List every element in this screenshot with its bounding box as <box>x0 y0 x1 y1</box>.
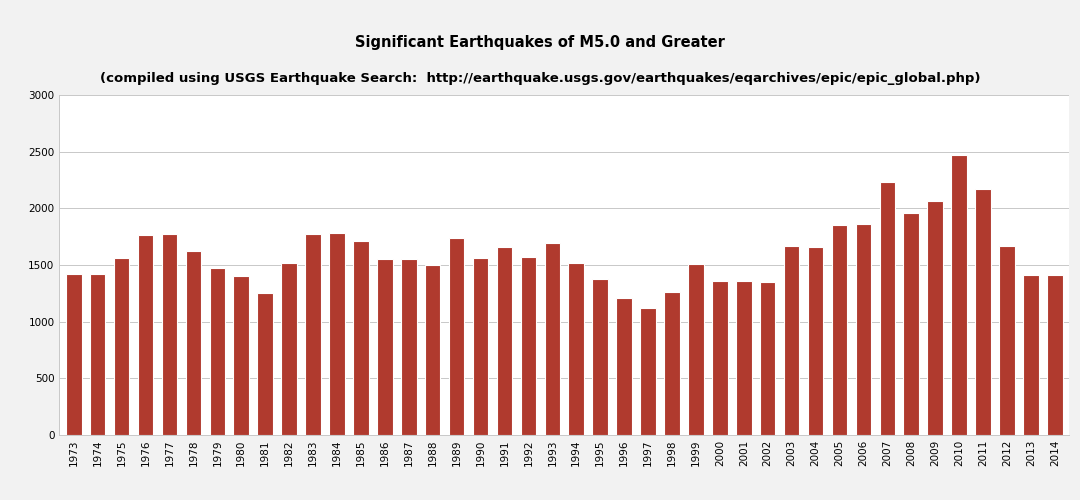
Bar <box>138 234 153 435</box>
Bar <box>162 234 177 435</box>
Bar <box>113 258 130 435</box>
Bar <box>210 268 225 435</box>
Bar <box>186 252 201 435</box>
Bar <box>617 298 632 435</box>
Bar <box>904 213 919 435</box>
Bar <box>521 257 536 435</box>
Bar <box>1048 275 1063 435</box>
Bar <box>1023 274 1039 435</box>
Bar <box>832 226 847 435</box>
Bar <box>760 282 775 435</box>
Bar <box>688 264 704 435</box>
Bar <box>377 260 393 435</box>
Bar <box>233 276 249 435</box>
Bar <box>712 281 728 435</box>
Bar <box>473 258 488 435</box>
Text: (compiled using USGS Earthquake Search:  http://earthquake.usgs.gov/earthquakes/: (compiled using USGS Earthquake Search: … <box>99 72 981 85</box>
Bar <box>497 247 512 435</box>
Bar <box>808 248 823 435</box>
Bar <box>401 259 417 435</box>
Bar <box>593 280 608 435</box>
Bar <box>90 274 106 435</box>
Bar <box>66 274 81 435</box>
Bar <box>664 292 679 435</box>
Bar <box>544 243 561 435</box>
Bar <box>640 308 656 435</box>
Bar <box>424 264 441 435</box>
Bar <box>282 264 297 435</box>
Bar <box>568 262 584 435</box>
Text: Significant Earthquakes of M5.0 and Greater: Significant Earthquakes of M5.0 and Grea… <box>355 35 725 50</box>
Bar <box>999 246 1015 435</box>
Bar <box>975 188 990 435</box>
Bar <box>306 234 321 435</box>
Bar <box>951 155 967 435</box>
Bar <box>353 240 368 435</box>
Bar <box>329 234 345 435</box>
Bar <box>784 246 799 435</box>
Bar <box>879 182 895 435</box>
Bar <box>735 281 752 435</box>
Bar <box>449 238 464 435</box>
Bar <box>855 224 872 435</box>
Bar <box>257 293 273 435</box>
Bar <box>928 202 943 435</box>
